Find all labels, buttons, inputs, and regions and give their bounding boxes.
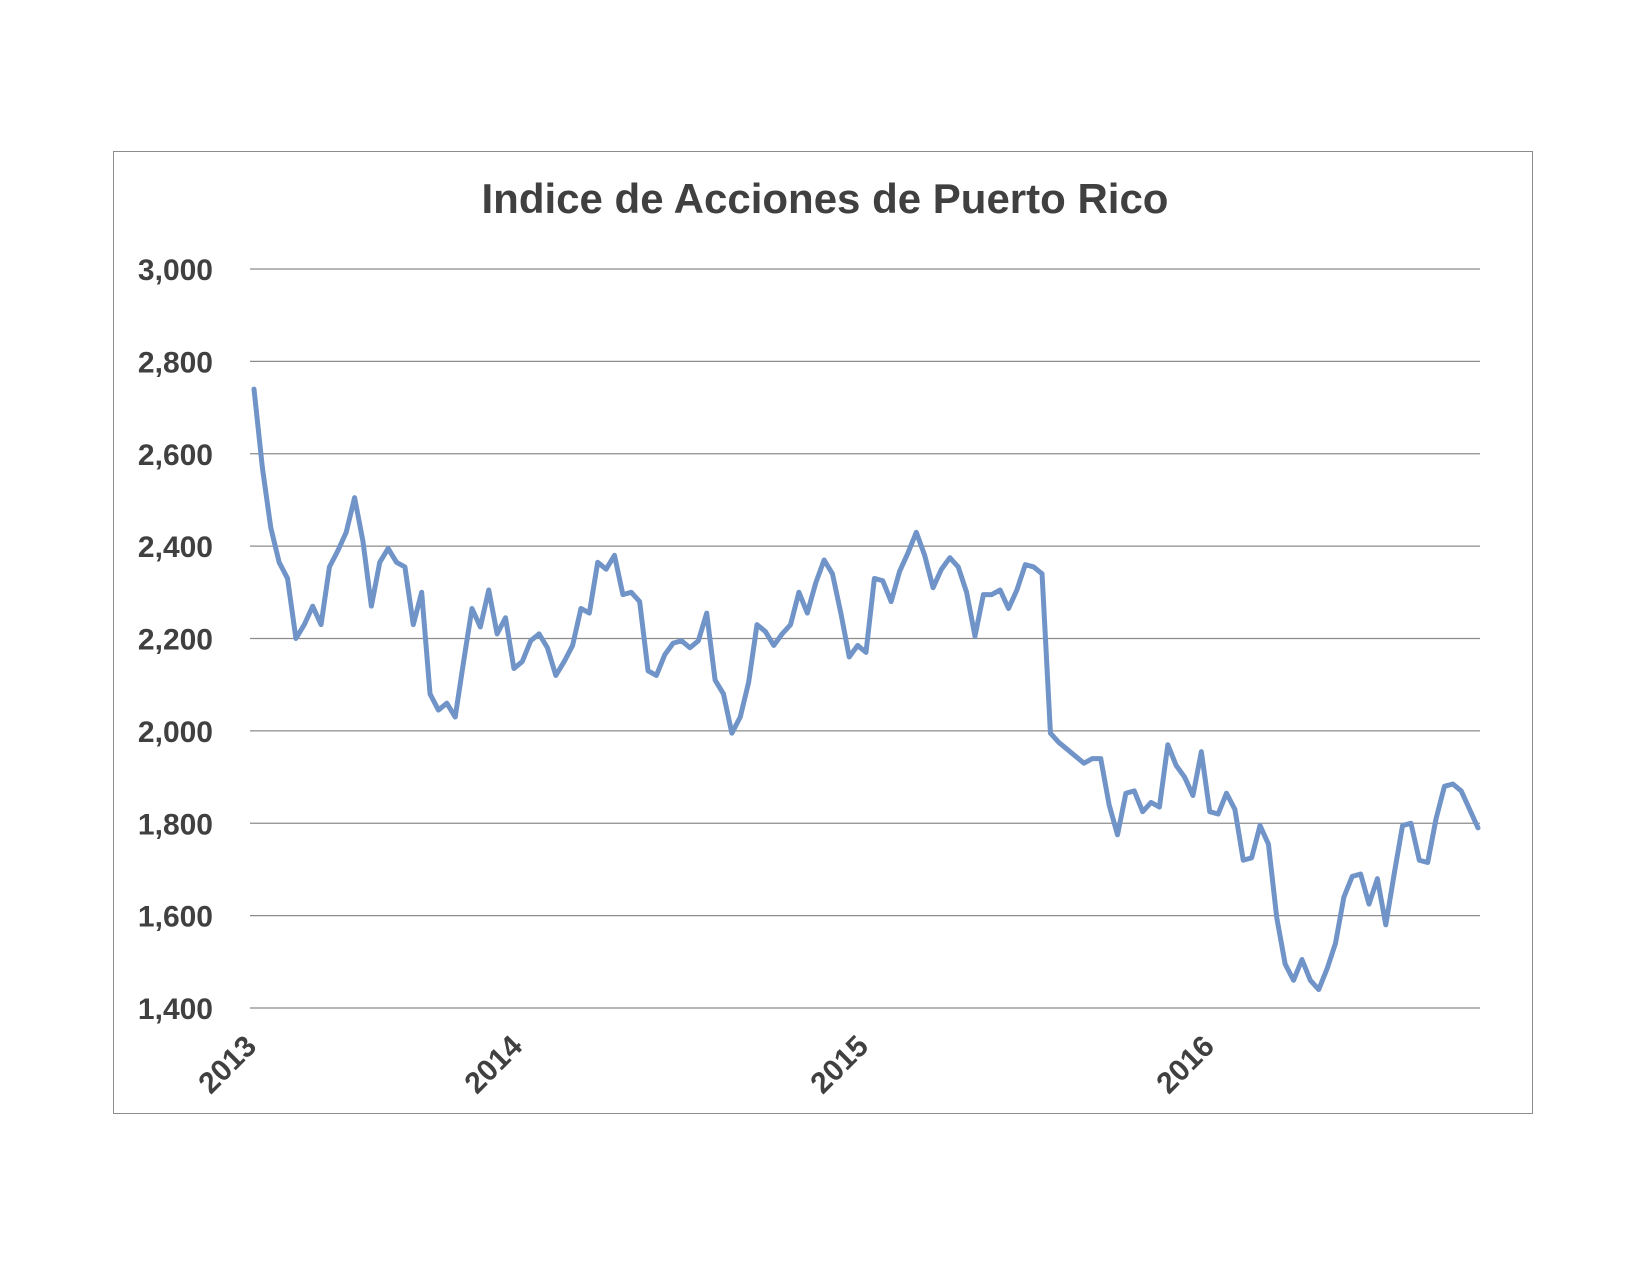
y-tick-label: 1,600 xyxy=(138,901,213,934)
y-tick-label: 2,000 xyxy=(138,716,213,749)
chart-frame xyxy=(113,151,1533,1114)
y-tick-label: 1,400 xyxy=(138,993,213,1026)
y-tick-label: 2,200 xyxy=(138,624,213,657)
y-axis-tick-labels: 1,400 1,600 1,800 2,000 2,200 2,400 2,600 2,800… xyxy=(138,254,213,1026)
y-tick-label: 2,800 xyxy=(138,346,213,379)
x-tick-label: 2015 xyxy=(804,1030,875,1101)
x-tick-label: 2013 xyxy=(192,1030,263,1101)
gridlines xyxy=(250,268,1480,1009)
series-line xyxy=(251,386,1481,993)
x-tick-label: 2014 xyxy=(459,1029,530,1100)
x-tick-label: 2016 xyxy=(1150,1030,1221,1101)
chart-title: Indice de Acciones de Puerto Rico xyxy=(481,175,1169,222)
series-layer xyxy=(251,386,1481,993)
y-tick-label: 2,400 xyxy=(138,531,213,564)
y-tick-label: 3,000 xyxy=(138,254,213,287)
y-tick-label: 1,800 xyxy=(138,808,213,841)
y-tick-label: 2,600 xyxy=(138,439,213,472)
x-axis-tick-labels: 2013 2014 2015 2016 xyxy=(192,1029,1220,1100)
